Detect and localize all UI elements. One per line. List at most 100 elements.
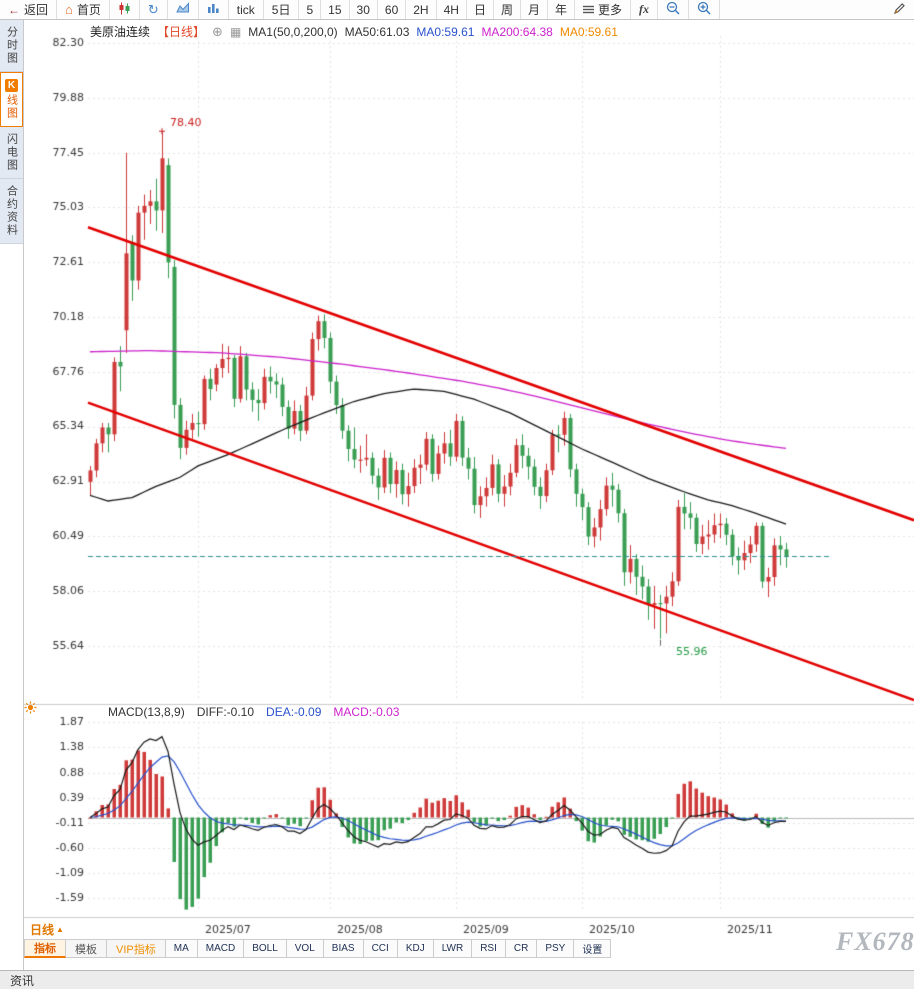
- sidebar-item-time-chart[interactable]: 分时图: [0, 20, 23, 72]
- bar-chart-button[interactable]: [199, 0, 229, 19]
- sidebar-item-label: 闪电图: [5, 133, 18, 172]
- indicator-bias[interactable]: BIAS: [323, 939, 364, 958]
- fx678-watermark: FX678: [836, 927, 914, 956]
- bottom-status-bar: 资讯: [0, 970, 914, 989]
- fx-icon: fx: [639, 2, 650, 16]
- interval-label: 月: [527, 3, 540, 17]
- area-chart-button[interactable]: [168, 0, 199, 19]
- draw-button[interactable]: [885, 0, 914, 19]
- tab-vip-indicators[interactable]: VIP指标: [107, 939, 166, 958]
- back-arrow-icon: ←: [8, 2, 20, 17]
- period-dropdown-label: 日线: [30, 923, 55, 937]
- zoom-out-button[interactable]: [658, 0, 690, 19]
- indicator-label: BIAS: [331, 943, 355, 954]
- indicator-label: BOLL: [252, 943, 278, 954]
- indicator-kdj[interactable]: KDJ: [397, 939, 434, 958]
- interval-week-button[interactable]: 周: [494, 0, 521, 19]
- interval-4h-button[interactable]: 4H: [437, 0, 467, 19]
- kline-chart-icon: [118, 2, 131, 18]
- formula-button[interactable]: fx: [631, 0, 659, 19]
- add-indicator-icon[interactable]: ⊕: [212, 23, 223, 39]
- interval-60-button[interactable]: 60: [378, 0, 407, 19]
- toolbar-spacer: [720, 0, 885, 19]
- macd-diff-value: DIFF:-0.10: [196, 705, 255, 719]
- indicator-label: CCI: [371, 943, 389, 954]
- indicator-tab-bar: 指标 模板 VIP指标 MA MACD BOLL VOL BIAS CCI KD…: [24, 939, 612, 958]
- zoom-out-icon: [666, 1, 680, 18]
- more-label: 更多: [598, 3, 623, 17]
- area-chart-icon: [175, 2, 190, 17]
- period-dropdown[interactable]: 日线 ▲: [30, 921, 64, 938]
- sidebar-item-contract-info[interactable]: 合约资料: [0, 179, 23, 244]
- indicator-cci[interactable]: CCI: [363, 939, 398, 958]
- back-label: 返回: [24, 3, 49, 17]
- indicator-boll[interactable]: BOLL: [244, 939, 287, 958]
- back-button[interactable]: ← 返回: [0, 0, 58, 19]
- interval-label: 日: [473, 3, 486, 17]
- interval-label: 15: [328, 2, 342, 17]
- price-chart-canvas[interactable]: [24, 20, 914, 938]
- interval-30-button[interactable]: 30: [350, 0, 378, 19]
- interval-day-button[interactable]: 日: [467, 0, 494, 19]
- indicator-label: CR: [513, 943, 529, 954]
- sidebar-item-label: 合约资料: [5, 185, 18, 237]
- bar-chart-icon: [207, 2, 220, 17]
- tab-label: VIP指标: [116, 943, 156, 956]
- interval-label: 5: [306, 2, 314, 17]
- indicator-vol[interactable]: VOL: [286, 939, 324, 958]
- ma200-value: MA200:64.38: [481, 24, 553, 39]
- ma-settings-icon[interactable]: ▦: [229, 24, 242, 39]
- indicator-ma[interactable]: MA: [165, 939, 198, 958]
- interval-5day-button[interactable]: 5日: [264, 0, 300, 19]
- chart-legend: 美原油连续 【日线】 ⊕ ▦ MA1(50,0,200,0) MA50:61.03 …: [90, 23, 618, 40]
- left-sidebar: 分时图 K 线图 闪电图 合约资料: [0, 20, 24, 970]
- k-badge-icon: K: [5, 79, 18, 92]
- indicator-macd[interactable]: MACD: [197, 939, 245, 958]
- home-label: 首页: [76, 3, 101, 17]
- interval-15-button[interactable]: 15: [321, 0, 350, 19]
- interval-month-button[interactable]: 月: [521, 0, 548, 19]
- kline-chart-button[interactable]: [110, 0, 140, 19]
- indicator-label: MA: [173, 943, 189, 954]
- ma-group-label: MA1(50,0,200,0): [248, 24, 338, 39]
- interval-tick-button[interactable]: tick: [229, 0, 264, 19]
- tab-indicators[interactable]: 指标: [24, 939, 66, 958]
- interval-year-button[interactable]: 年: [548, 0, 575, 19]
- indicator-settings[interactable]: 设置: [574, 939, 612, 958]
- news-tab[interactable]: 资讯: [10, 973, 35, 988]
- draw-pencil-icon: [893, 2, 906, 18]
- zoom-in-button[interactable]: [689, 0, 721, 19]
- interval-5day-label: 5日: [271, 3, 291, 17]
- home-button[interactable]: ⌂ 首页: [57, 0, 110, 19]
- interval-label: 年: [554, 3, 567, 17]
- indicator-label: PSY: [545, 943, 566, 954]
- ma0-blue-value: MA0:59.61: [416, 24, 475, 39]
- period-label: 【日线】: [157, 25, 206, 39]
- indicator-label: VOL: [294, 943, 315, 954]
- tab-templates[interactable]: 模板: [66, 939, 107, 958]
- interval-label: 30: [356, 2, 370, 17]
- interval-tick-label: tick: [236, 2, 255, 17]
- tab-label: 模板: [75, 943, 97, 956]
- interval-label: 4H: [443, 2, 459, 17]
- more-button[interactable]: 更多: [575, 0, 632, 19]
- indicator-rsi[interactable]: RSI: [472, 939, 506, 958]
- indicator-lwr[interactable]: LWR: [433, 939, 473, 958]
- indicator-psy[interactable]: PSY: [537, 939, 575, 958]
- symbol-name: 美原油连续: [90, 25, 151, 39]
- sidebar-item-label: 分时图: [5, 26, 18, 65]
- indicator-settings-icon[interactable]: [24, 701, 37, 719]
- interval-2h-button[interactable]: 2H: [406, 0, 437, 19]
- interval-label: 60: [384, 2, 399, 17]
- indicator-cr[interactable]: CR: [505, 939, 538, 958]
- sidebar-item-lightning-chart[interactable]: 闪电图: [0, 127, 23, 179]
- dropdown-arrow-icon: ▲: [56, 925, 64, 934]
- interval-label: 2H: [413, 2, 429, 17]
- tab-label: 指标: [34, 943, 56, 955]
- sidebar-item-kline-chart[interactable]: K 线图: [0, 72, 23, 127]
- interval-5-button[interactable]: 5: [299, 0, 322, 19]
- indicator-label: 设置: [582, 945, 603, 956]
- refresh-icon: ↻: [147, 1, 159, 17]
- refresh-button[interactable]: ↻: [140, 0, 168, 19]
